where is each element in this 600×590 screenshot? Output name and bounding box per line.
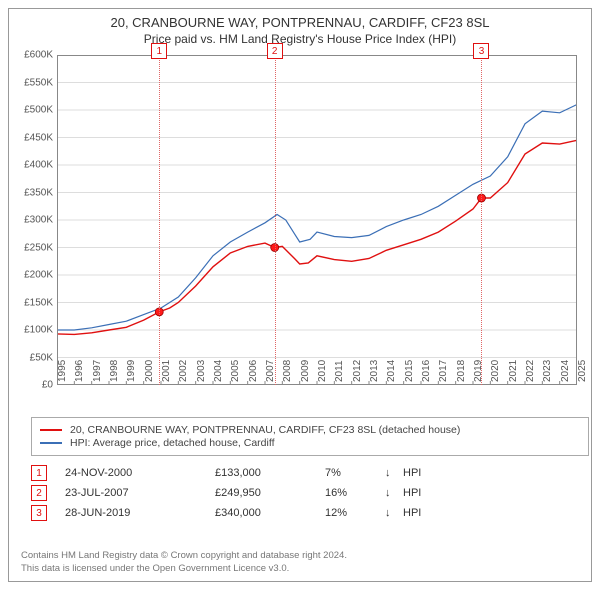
figure-frame: 20, CRANBOURNE WAY, PONTPRENNAU, CARDIFF…: [8, 8, 592, 582]
sale-row: 3 28-JUN-2019£340,00012%↓HPI: [31, 505, 571, 521]
x-axis-tick-label: 2018: [456, 360, 467, 382]
x-axis-tick-label: 2010: [317, 360, 328, 382]
x-axis-tick-label: 2017: [438, 360, 449, 382]
x-axis-tick-label: 2000: [144, 360, 155, 382]
y-axis-tick-label: £100K: [9, 325, 53, 336]
x-axis-tick-label: 2015: [404, 360, 415, 382]
x-axis-tick-label: 2020: [490, 360, 501, 382]
x-axis-tick-label: 1999: [126, 360, 137, 382]
y-axis-tick-label: £450K: [9, 132, 53, 143]
sale-marker-vline: [275, 55, 276, 385]
sale-price: £249,950: [215, 487, 325, 499]
x-axis-tick-label: 2013: [369, 360, 380, 382]
sale-marker-badge: 3: [473, 43, 489, 59]
y-axis-tick-label: £300K: [9, 215, 53, 226]
legend-swatch: [40, 429, 62, 431]
legend-swatch: [40, 442, 62, 444]
y-axis-tick-label: £400K: [9, 160, 53, 171]
chart-plot-area: £0£50K£100K£150K£200K£250K£300K£350K£400…: [57, 55, 577, 385]
arrow-down-icon: ↓: [385, 487, 403, 499]
sale-date: 28-JUN-2019: [65, 507, 215, 519]
x-axis-tick-label: 2012: [352, 360, 363, 382]
sale-pct: 12%: [325, 507, 385, 519]
sale-row: 2 23-JUL-2007£249,95016%↓HPI: [31, 485, 571, 501]
x-axis-tick-label: 2022: [525, 360, 536, 382]
y-axis-tick-label: £50K: [9, 352, 53, 363]
sale-index-badge: 3: [31, 505, 47, 521]
arrow-down-icon: ↓: [385, 467, 403, 479]
x-axis-tick-label: 2023: [542, 360, 553, 382]
y-axis-tick-label: £350K: [9, 187, 53, 198]
sale-date: 24-NOV-2000: [65, 467, 215, 479]
x-axis-tick-label: 2025: [577, 360, 588, 382]
sale-price: £133,000: [215, 467, 325, 479]
y-axis-tick-label: £500K: [9, 105, 53, 116]
x-axis-tick-label: 2008: [282, 360, 293, 382]
legend-box: 20, CRANBOURNE WAY, PONTPRENNAU, CARDIFF…: [31, 417, 589, 456]
titles: 20, CRANBOURNE WAY, PONTPRENNAU, CARDIFF…: [9, 9, 591, 46]
footer-line1: Contains HM Land Registry data © Crown c…: [21, 550, 347, 562]
y-axis-tick-label: £250K: [9, 242, 53, 253]
x-axis-tick-label: 1996: [74, 360, 85, 382]
sale-hpi-tag: HPI: [403, 487, 443, 499]
footer-line2: This data is licensed under the Open Gov…: [21, 563, 347, 575]
chart-subtitle: Price paid vs. HM Land Registry's House …: [9, 32, 591, 46]
sale-date: 23-JUL-2007: [65, 487, 215, 499]
x-axis-tick-label: 2024: [560, 360, 571, 382]
sale-hpi-tag: HPI: [403, 467, 443, 479]
sale-marker-badge: 2: [267, 43, 283, 59]
sale-row: 1 24-NOV-2000£133,0007%↓HPI: [31, 465, 571, 481]
chart-title: 20, CRANBOURNE WAY, PONTPRENNAU, CARDIFF…: [9, 15, 591, 30]
x-axis-tick-label: 2005: [230, 360, 241, 382]
x-axis-tick-label: 2002: [178, 360, 189, 382]
y-axis-tick-label: £0: [9, 380, 53, 391]
x-axis-tick-label: 2003: [196, 360, 207, 382]
y-axis-tick-label: £200K: [9, 270, 53, 281]
sales-table: 124-NOV-2000£133,0007%↓HPI223-JUL-2007£2…: [31, 461, 571, 525]
x-axis-tick-label: 1997: [92, 360, 103, 382]
y-axis-tick-label: £600K: [9, 50, 53, 61]
sale-pct: 16%: [325, 487, 385, 499]
x-axis-tick-label: 2021: [508, 360, 519, 382]
legend-item: HPI: Average price, detached house, Card…: [40, 437, 580, 449]
legend-label: HPI: Average price, detached house, Card…: [70, 437, 275, 449]
x-axis-tick-label: 2004: [213, 360, 224, 382]
arrow-down-icon: ↓: [385, 507, 403, 519]
x-axis-tick-label: 1998: [109, 360, 120, 382]
sale-price: £340,000: [215, 507, 325, 519]
x-axis-tick-label: 2006: [248, 360, 259, 382]
sale-marker-vline: [481, 55, 482, 385]
x-axis-tick-label: 2014: [386, 360, 397, 382]
x-axis-tick-label: 2009: [300, 360, 311, 382]
x-axis-tick-label: 2011: [334, 360, 345, 382]
sale-marker-badge: 1: [151, 43, 167, 59]
y-axis-tick-label: £550K: [9, 77, 53, 88]
legend-item: 20, CRANBOURNE WAY, PONTPRENNAU, CARDIFF…: [40, 424, 580, 436]
x-axis-tick-label: 2001: [161, 360, 172, 382]
legend-label: 20, CRANBOURNE WAY, PONTPRENNAU, CARDIFF…: [70, 424, 460, 436]
x-axis-tick-label: 1995: [57, 360, 68, 382]
sale-pct: 7%: [325, 467, 385, 479]
sale-marker-vline: [159, 55, 160, 385]
sale-index-badge: 2: [31, 485, 47, 501]
x-axis-tick-label: 2016: [421, 360, 432, 382]
y-axis-tick-label: £150K: [9, 297, 53, 308]
footer-attribution: Contains HM Land Registry data © Crown c…: [21, 550, 347, 575]
sale-hpi-tag: HPI: [403, 507, 443, 519]
sale-index-badge: 1: [31, 465, 47, 481]
